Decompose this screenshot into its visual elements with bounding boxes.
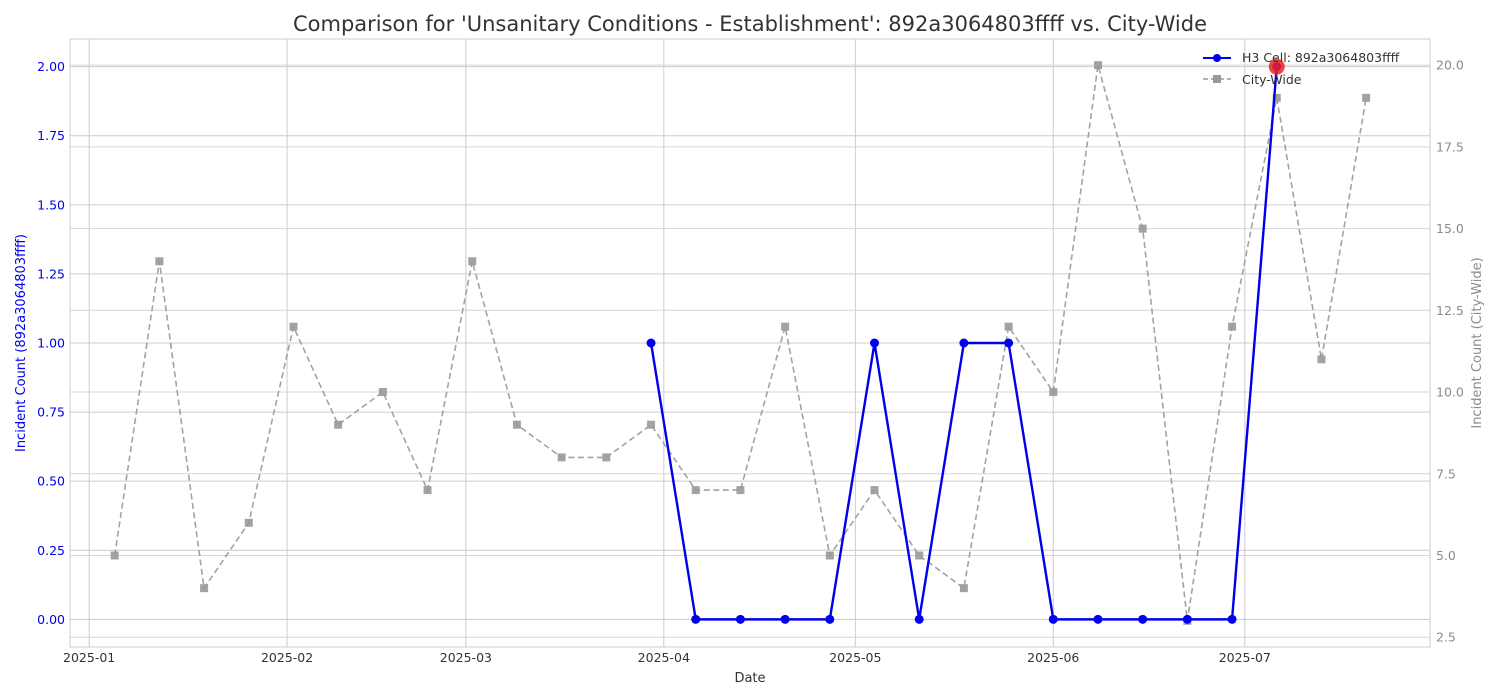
plot-frame (69, 38, 1431, 648)
h3-point (646, 338, 656, 348)
x-tick-label: 2025-05 (829, 650, 881, 665)
x-tick-label: 2025-07 (1219, 650, 1271, 665)
legend-marker-citywide (1213, 75, 1221, 83)
y-left-tick-label: 1.25 (37, 266, 65, 281)
y-right-tick-label: 15.0 (1436, 221, 1464, 236)
citywide-point (1049, 388, 1058, 397)
series-line-citywide (113, 64, 1367, 621)
y-left-tick-label: 1.50 (37, 197, 65, 212)
citywide-point (378, 388, 387, 397)
citywide-point (602, 453, 611, 462)
legend: H3 Cell: 892a3064803ffff City-Wide (1203, 50, 1400, 87)
citywide-point (959, 584, 968, 593)
citywide-point (736, 486, 745, 495)
citywide-point (1138, 224, 1147, 233)
tick-labels: 2025-01 2025-02 2025-03 2025-04 2025-05 2025-… (37, 58, 1464, 665)
y-right-tick-label: 20.0 (1436, 58, 1464, 73)
legend-label-citywide: City-Wide (1242, 72, 1302, 87)
citywide-point (200, 584, 209, 593)
citywide-point (423, 486, 432, 495)
citywide-point (1362, 93, 1371, 102)
right-axis-label: Incident Count (City-Wide) (1470, 257, 1485, 428)
citywide-point (691, 486, 700, 495)
h3-point (914, 614, 924, 624)
citywide-point (512, 420, 521, 429)
left-axis-label: Incident Count (892a3064803ffff) (14, 234, 29, 452)
citywide-point (110, 551, 119, 560)
y-right-tick-label: 7.5 (1436, 466, 1456, 481)
y-right-tick-label: 10.0 (1436, 385, 1464, 400)
h3-point (1182, 614, 1192, 624)
y-left-tick-label: 1.75 (37, 128, 65, 143)
x-tick-label: 2025-01 (63, 650, 115, 665)
x-tick-label: 2025-03 (440, 650, 492, 665)
citywide-point (1228, 322, 1237, 331)
citywide-point (870, 486, 879, 495)
citywide-point (781, 322, 790, 331)
citywide-point (289, 322, 298, 331)
h3-point (959, 338, 969, 348)
citywide-point (334, 420, 343, 429)
y-left-tick-label: 0.50 (37, 474, 65, 489)
h3-point (1138, 614, 1148, 624)
y-right-tick-label: 17.5 (1436, 139, 1464, 154)
x-axis-label: Date (734, 671, 765, 686)
h3-point (1227, 614, 1237, 624)
citywide-point (1272, 93, 1281, 102)
y-left-tick-label: 0.75 (37, 405, 65, 420)
legend-label-h3: H3 Cell: 892a3064803ffff (1242, 50, 1400, 65)
y-right-tick-label: 5.0 (1436, 548, 1456, 563)
grid-lines (70, 39, 1430, 647)
y-right-tick-label: 12.5 (1436, 303, 1464, 318)
series-layer (110, 58, 1371, 625)
citywide-point (468, 257, 477, 266)
x-tick-label: 2025-02 (261, 650, 313, 665)
legend-marker-h3 (1213, 54, 1221, 62)
citywide-point (647, 420, 656, 429)
citywide-point (1317, 355, 1326, 364)
h3-point (735, 614, 745, 624)
h3-point (780, 614, 790, 624)
y-left-tick-label: 1.00 (37, 336, 65, 351)
citywide-point (155, 257, 164, 266)
citywide-point (825, 551, 834, 560)
h3-point (870, 338, 880, 348)
h3-point (691, 614, 701, 624)
citywide-point (244, 518, 253, 527)
h3-point (1004, 338, 1014, 348)
h3-point (825, 614, 835, 624)
x-tick-label: 2025-04 (638, 650, 690, 665)
citywide-point (557, 453, 566, 462)
h3-point (1093, 614, 1103, 624)
h3-point (1048, 614, 1058, 624)
x-tick-label: 2025-06 (1027, 650, 1079, 665)
chart-title: Comparison for 'Unsanitary Conditions - … (293, 12, 1207, 36)
y-right-tick-label: 2.5 (1436, 630, 1456, 645)
citywide-point (1004, 322, 1013, 331)
citywide-point (1093, 61, 1102, 70)
highlight-marker (1268, 58, 1285, 75)
y-left-tick-label: 0.00 (37, 612, 65, 627)
y-left-tick-label: 0.25 (37, 543, 65, 558)
y-left-tick-label: 2.00 (37, 59, 65, 74)
citywide-point (915, 551, 924, 560)
